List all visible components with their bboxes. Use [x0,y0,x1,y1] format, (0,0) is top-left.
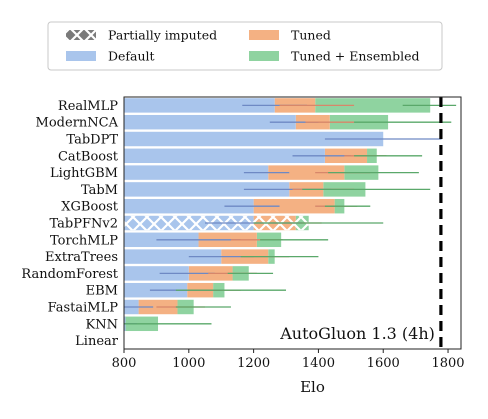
model-label-randomforest: RandomForest [21,267,118,282]
model-label-tabpfnv2: TabPFNv2 [50,217,119,232]
legend-label-tuned: Tuned [291,28,331,43]
bar-tuned-xgboost [253,198,335,214]
model-label-linear: Linear [75,334,119,349]
x-tick-label-1400: 1400 [302,356,335,371]
plot-frame [123,96,462,350]
legend-swatch-tuned [249,30,279,40]
model-label-tabm: TabM [81,183,118,198]
model-label-catboost: CatBoost [58,149,119,164]
legend-box [47,21,443,71]
bar-tuned-lightgbm [268,165,345,180]
reference-line-label: AutoGluon 1.3 (4h) [279,324,435,343]
legend-label-default: Default [108,49,155,64]
bar-default-modernnca [124,114,296,130]
legend-label-partially-imputed: Partially imputed [108,28,217,43]
x-tick-label-1200: 1200 [237,356,270,371]
model-label-knn: KNN [86,317,118,332]
model-label-tabdpt: TabDPT [66,133,118,148]
bar-default-lightgbm [124,165,269,180]
bar-default-xgboost [124,198,254,214]
reference-line-layer: AutoGluon 1.3 (4h) [279,97,443,349]
x-tick-label-1000: 1000 [172,356,205,371]
legend-swatch-tuned-ensembled [249,51,279,61]
x-axis: 800 1000 1200 1400 1600 1800 Elo [112,349,465,396]
plot-border [123,96,462,350]
legend: Partially imputed Tuned Default Tuned + Ens… [47,21,443,71]
x-tick-label-1800: 1800 [431,356,464,371]
model-label-modernnca: ModernNCA [36,116,119,131]
model-label-fastaimlp: FastaiMLP [48,301,119,316]
x-tick-label-1600: 1600 [367,356,400,371]
error-bars-layer [124,104,457,325]
bar-default-extratrees [124,249,222,264]
legend-swatch-hatch-partially-imputed [66,30,96,40]
model-label-ebm: EBM [86,284,118,299]
legend-swatch-default [66,51,96,61]
bar-default-catboost [124,148,325,164]
model-label-realmlp: RealMLP [58,99,118,114]
legend-label-tuned-ensembled: Tuned + Ensembled [291,49,420,64]
bar-default-realmlp [124,98,275,113]
model-label-lightgbm: LightGBM [50,166,118,181]
bar-default-randomforest [124,266,189,281]
model-label-torchmlp: TorchMLP [50,233,118,248]
bar-ensembled-realmlp [315,98,431,113]
model-label-extratrees: ExtraTrees [45,250,118,265]
x-tick-label-800: 800 [112,356,137,371]
bar-default-tabdpt [124,131,384,147]
model-label-xgboost: XGBoost [61,200,119,215]
bar-default-tabm [124,182,290,197]
bars-layer [124,98,431,332]
x-axis-label: Elo [300,378,325,396]
